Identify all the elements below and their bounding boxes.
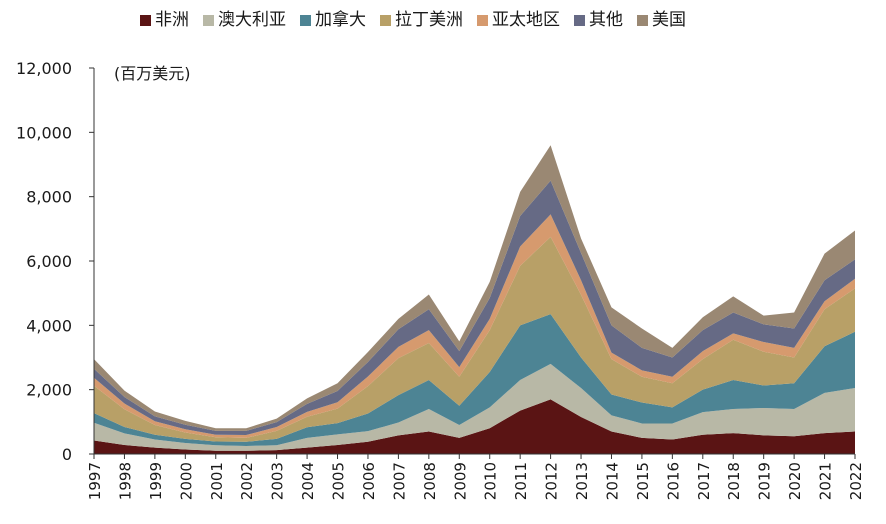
x-tick-label: 2018: [725, 462, 743, 500]
area-series-0: [94, 399, 855, 454]
y-tick-label: 10,000: [16, 123, 72, 142]
legend-item-6: 美国: [637, 8, 686, 32]
x-tick-label: 2015: [634, 462, 652, 500]
x-tick-label: 2004: [299, 462, 317, 500]
y-tick-label: 0: [62, 445, 72, 464]
area-series-5: [94, 180, 855, 436]
x-tick-label: 1999: [147, 462, 165, 500]
legend-label: 美国: [652, 10, 686, 30]
legend-swatch: [574, 14, 585, 26]
legend-swatch: [477, 14, 488, 26]
x-tick-label: 2017: [695, 462, 713, 500]
x-tick-label: 2011: [512, 462, 530, 500]
x-tick-label: 2001: [208, 462, 226, 500]
y-axis-unit-label: (百万美元): [114, 64, 191, 83]
x-tick-label: 2012: [543, 462, 561, 500]
legend-item-5: 其他: [574, 8, 623, 32]
x-tick-label: 2020: [786, 462, 804, 500]
legend-swatch: [300, 14, 311, 26]
legend-swatch: [637, 14, 648, 26]
legend-item-4: 亚太地区: [477, 8, 560, 32]
x-tick-label: 2007: [390, 462, 408, 500]
area-series-1: [94, 363, 855, 451]
legend-swatch: [203, 14, 214, 26]
x-tick-label: 2016: [664, 462, 682, 500]
y-tick-label: 2,000: [26, 381, 72, 400]
area-series-group: [94, 145, 855, 454]
y-tick-group: 0 2,000 4,000 6,000 8,000 10,000 12,000: [16, 59, 94, 464]
area-series-2: [94, 314, 855, 446]
legend-item-1: 澳大利亚: [203, 8, 286, 32]
legend-swatch: [140, 14, 151, 26]
x-tick-label: 1997: [86, 462, 104, 500]
x-tick-label: 2005: [330, 462, 348, 500]
x-tick-label: 1998: [116, 462, 134, 500]
x-tick-label: 2022: [847, 462, 865, 500]
x-tick-label: 2010: [482, 462, 500, 500]
legend: 非洲 澳大利亚 加拿大 拉丁美洲 亚太地区 其他 美国: [140, 8, 686, 32]
x-tick-label: 2006: [360, 462, 378, 500]
x-tick-label: 2013: [573, 462, 591, 500]
legend-label: 加拿大: [315, 10, 366, 30]
x-tick-label: 2009: [451, 462, 469, 500]
legend-item-0: 非洲: [140, 8, 189, 32]
y-tick-label: 12,000: [16, 59, 72, 78]
legend-label: 亚太地区: [492, 10, 560, 30]
legend-label: 非洲: [155, 10, 189, 30]
area-series-3: [94, 236, 855, 442]
y-tick-label: 4,000: [26, 316, 72, 335]
legend-label: 拉丁美洲: [395, 10, 463, 30]
x-tick-label: 2003: [269, 462, 287, 500]
x-tick-label: 2008: [421, 462, 439, 500]
legend-item-2: 加拿大: [300, 8, 366, 32]
x-tick-label: 2014: [603, 462, 621, 500]
y-tick-label: 6,000: [26, 252, 72, 271]
x-tick-label: 2021: [817, 462, 835, 500]
x-tick-label: 2019: [756, 462, 774, 500]
legend-swatch: [380, 14, 391, 26]
x-tick-group: 1997 1998 1999 2000 2001 2002 2003 2004 2005 2006…: [86, 454, 865, 500]
legend-label: 其他: [589, 10, 623, 30]
y-tick-label: 8,000: [26, 188, 72, 207]
legend-label: 澳大利亚: [218, 10, 286, 30]
x-tick-label: 2002: [238, 462, 256, 500]
legend-item-3: 拉丁美洲: [380, 8, 463, 32]
x-tick-label: 2000: [177, 462, 195, 500]
